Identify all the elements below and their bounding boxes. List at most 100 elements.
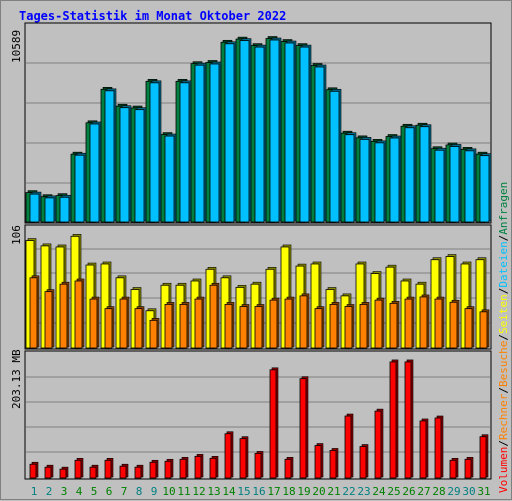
bar-visits-19 (299, 293, 310, 349)
panel-volume (24, 350, 492, 480)
bar-visits-5 (89, 296, 100, 349)
bar-volume-3 (59, 466, 69, 479)
chart-title: Tages-Statistik im Monat Oktober 2022 (19, 9, 286, 23)
bar-visits-25 (389, 301, 400, 349)
bar-volume-18 (284, 457, 294, 479)
bar-volume-22 (344, 413, 354, 479)
bar-visits-16 (254, 304, 265, 349)
bar-volume-8 (134, 464, 144, 479)
bar-visits-29 (449, 299, 460, 349)
bar-files-16 (254, 44, 267, 223)
x-tick-label-20: 20 (312, 485, 325, 498)
bar-volume-26 (404, 359, 414, 479)
legend-anfragen: Anfragen (497, 182, 510, 235)
bar-volume-21 (329, 448, 339, 479)
x-tick-label-10: 10 (162, 485, 175, 498)
bar-visits-22 (344, 304, 355, 349)
bar-files-18 (284, 40, 297, 223)
x-tick-label-4: 4 (76, 485, 83, 498)
x-tick-labels: 1 2 3 4 5 6 7 8 9 10 11 12 13 14 15 16 17 18 19 20 21 22 23 24 2… (31, 485, 491, 498)
bar-files-27 (419, 124, 432, 223)
bar-files-4 (74, 152, 87, 223)
bar-volume-13 (209, 456, 219, 479)
bar-files-24 (374, 140, 387, 223)
bar-visits-12 (194, 296, 205, 349)
chart-bars (25, 36, 492, 479)
bar-files-9 (149, 80, 162, 223)
x-tick-label-8: 8 (136, 485, 143, 498)
x-tick-label-5: 5 (91, 485, 98, 498)
x-tick-label-13: 13 (207, 485, 220, 498)
bar-visits-18 (284, 296, 295, 349)
x-tick-label-19: 19 (297, 485, 310, 498)
bar-visits-10 (164, 302, 175, 349)
bar-files-25 (389, 135, 402, 223)
bar-files-3 (59, 194, 72, 223)
bar-volume-12 (194, 454, 204, 479)
bar-volume-9 (149, 459, 159, 479)
legend: Volumen/Rechner/Besuche/Seiten/Dateien/A… (497, 182, 510, 493)
bar-volume-30 (464, 457, 474, 479)
bar-volume-7 (119, 463, 129, 479)
bar-files-19 (299, 44, 312, 223)
legend-besuche: Besuche (497, 341, 510, 387)
bar-visits-27 (419, 294, 430, 349)
x-tick-label-26: 26 (402, 485, 415, 498)
bar-visits-8 (134, 306, 145, 349)
x-tick-label-14: 14 (222, 485, 236, 498)
bar-visits-21 (329, 302, 340, 349)
bar-volume-19 (299, 376, 309, 479)
bar-volume-5 (89, 464, 99, 479)
bar-files-12 (194, 62, 207, 223)
y-label-volume: 203.13 MB (10, 349, 23, 409)
bar-files-11 (179, 80, 192, 223)
bar-files-17 (269, 37, 282, 223)
bar-visits-17 (269, 297, 280, 349)
bar-visits-14 (224, 302, 235, 349)
x-tick-label-29: 29 (447, 485, 460, 498)
x-tick-label-1: 1 (31, 485, 38, 498)
bar-visits-31 (479, 309, 490, 349)
bar-files-30 (464, 148, 477, 223)
x-tick-label-28: 28 (432, 485, 445, 498)
legend-separator: / (497, 387, 510, 394)
bar-files-21 (329, 88, 342, 223)
bar-files-6 (104, 88, 117, 223)
bar-volume-28 (434, 415, 444, 479)
bar-files-14 (224, 41, 237, 223)
bar-files-26 (404, 125, 417, 223)
legend-separator: / (497, 235, 510, 242)
bar-volume-31 (479, 434, 489, 479)
x-tick-label-2: 2 (46, 485, 53, 498)
bar-visits-7 (119, 296, 130, 349)
x-tick-label-18: 18 (282, 485, 295, 498)
bar-visits-15 (239, 304, 250, 349)
x-tick-label-16: 16 (252, 485, 265, 498)
legend-seiten: Seiten (497, 294, 510, 334)
bar-files-15 (239, 38, 252, 223)
bar-volume-10 (164, 458, 174, 479)
x-tick-label-12: 12 (192, 485, 205, 498)
bar-volume-2 (44, 464, 54, 479)
bar-files-28 (434, 147, 447, 223)
legend-separator: / (497, 334, 510, 341)
bar-files-8 (134, 107, 147, 223)
bar-files-13 (209, 61, 222, 223)
y-label-visits: 106 (10, 225, 23, 245)
bar-files-23 (359, 137, 372, 223)
x-tick-label-23: 23 (357, 485, 370, 498)
x-tick-label-21: 21 (327, 485, 340, 498)
bar-visits-26 (404, 296, 415, 349)
bar-files-29 (449, 144, 462, 223)
bar-volume-24 (374, 408, 384, 479)
x-tick-label-3: 3 (61, 485, 68, 498)
bar-files-10 (164, 133, 177, 223)
x-tick-label-30: 30 (462, 485, 475, 498)
x-tick-label-27: 27 (417, 485, 430, 498)
bar-volume-27 (419, 418, 429, 479)
bar-files-22 (344, 132, 357, 223)
bar-volume-1 (29, 461, 39, 479)
bar-files-20 (314, 64, 327, 223)
bar-files-5 (89, 121, 102, 223)
